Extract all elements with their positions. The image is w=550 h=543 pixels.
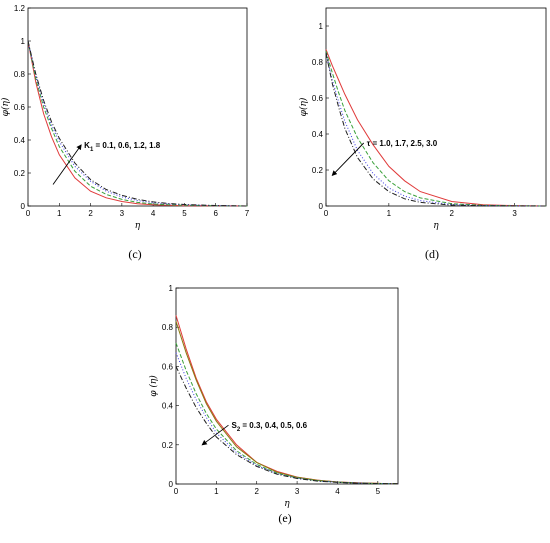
panel-caption: (c) bbox=[128, 247, 141, 261]
series-line-2 bbox=[27, 40, 248, 207]
x-tick-label: 2 bbox=[88, 209, 93, 218]
parameter-annotation: K1 = 0.1, 0.6, 1.2, 1.8 bbox=[84, 141, 161, 153]
annotation-values: = 1.0, 1.7, 2.5, 3.0 bbox=[370, 139, 437, 148]
annotation-subscript: 1 bbox=[90, 147, 94, 153]
parameter-annotation: τ = 1.0, 1.7, 2.5, 3.0 bbox=[367, 139, 438, 148]
annotation-subscript: 2 bbox=[237, 427, 241, 433]
x-tick-label: 0 bbox=[174, 487, 179, 496]
x-tick-label: 2 bbox=[449, 209, 454, 218]
y-tick-label: 0 bbox=[21, 202, 26, 211]
y-tick-label: 0.8 bbox=[312, 58, 324, 67]
x-tick-label: 3 bbox=[295, 487, 300, 496]
chart-panel-c: 0 1 2 3 4 5 6 700.20.40.60.811.2ηφ(η)K1 = 0.1, … bbox=[0, 4, 250, 261]
y-axis-label: φ(η) bbox=[0, 97, 11, 116]
x-tick-label: 4 bbox=[335, 487, 340, 496]
y-tick-label: 0.2 bbox=[162, 441, 174, 450]
x-tick-label: 0 bbox=[324, 209, 329, 218]
series-line-1 bbox=[27, 40, 248, 207]
chart-panel-d: 0 1 2 3 0 0.2 0.4 0.6 0.8 1 η φ(η) τ = 1.0, 1.7, 2.5… bbox=[298, 7, 547, 261]
annotation-symbol: S bbox=[231, 421, 237, 430]
y-tick-label: 1 bbox=[319, 22, 324, 31]
panel-caption: (d) bbox=[425, 247, 439, 261]
series-line-3 bbox=[325, 52, 547, 207]
y-tick-label: 1 bbox=[21, 37, 26, 46]
y-axis-label: φ (η) bbox=[148, 375, 159, 397]
annotation-values: = 0.3, 0.4, 0.5, 0.6 bbox=[240, 421, 307, 430]
x-tick-label: 0 bbox=[26, 209, 31, 218]
y-tick-label: 0.4 bbox=[312, 130, 324, 139]
annotation-symbol: τ bbox=[367, 139, 371, 148]
y-tick-label: 0.4 bbox=[162, 402, 174, 411]
series-line-2 bbox=[325, 51, 547, 207]
series-line-4 bbox=[325, 52, 546, 207]
x-tick-label: 1 bbox=[214, 487, 219, 496]
x-tick-label: 4 bbox=[151, 209, 156, 218]
y-tick-label: 0 bbox=[169, 480, 174, 489]
x-tick-label: 6 bbox=[213, 209, 218, 218]
y-tick-label: 1 bbox=[169, 284, 174, 293]
series-line-3 bbox=[27, 40, 248, 207]
plot-frame bbox=[27, 7, 248, 207]
series-line-4 bbox=[27, 40, 248, 207]
y-tick-label: 0.8 bbox=[14, 70, 26, 79]
y-tick-label: 0 bbox=[319, 202, 324, 211]
y-tick-label: 0.2 bbox=[312, 166, 324, 175]
x-tick-label: 3 bbox=[512, 209, 517, 218]
y-tick-label: 0.2 bbox=[14, 169, 26, 178]
series-line-4 bbox=[175, 352, 399, 485]
x-tick-label: 5 bbox=[376, 487, 381, 496]
series-line-1 bbox=[175, 315, 399, 485]
annotation-arrow bbox=[201, 424, 229, 446]
plot-frame bbox=[175, 287, 399, 485]
y-tick-label: 0.6 bbox=[312, 94, 324, 103]
plot-frame bbox=[325, 7, 547, 207]
y-tick-label: 0.6 bbox=[162, 362, 174, 371]
annotation-values: = 0.1, 0.6, 1.2, 1.8 bbox=[93, 141, 160, 150]
x-tick-label: 3 bbox=[120, 209, 125, 218]
y-tick-label: 0.4 bbox=[14, 136, 26, 145]
annotation-arrow bbox=[52, 144, 82, 185]
x-axis-label: η bbox=[284, 499, 290, 509]
series-line-2 bbox=[175, 321, 399, 485]
parameter-annotation: S2 = 0.3, 0.4, 0.5, 0.6 bbox=[231, 421, 307, 433]
x-axis-label: η bbox=[135, 221, 141, 231]
x-tick-label: 1 bbox=[387, 209, 392, 218]
x-tick-label: 2 bbox=[255, 487, 260, 496]
y-tick-label: 0.8 bbox=[162, 323, 174, 332]
x-axis-label: η bbox=[433, 221, 439, 231]
series-line-3 bbox=[175, 342, 399, 485]
y-tick-label: 0.6 bbox=[14, 103, 26, 112]
y-tick-label: 1.2 bbox=[14, 4, 26, 13]
x-tick-label: 7 bbox=[245, 209, 250, 218]
panel-caption: (e) bbox=[278, 511, 291, 525]
x-tick-label: 1 bbox=[57, 209, 62, 218]
y-axis-label: φ(η) bbox=[298, 97, 309, 116]
annotation-arrow bbox=[331, 142, 365, 177]
annotation-symbol: K bbox=[84, 141, 90, 150]
x-tick-label: 5 bbox=[182, 209, 187, 218]
series-line-5 bbox=[175, 366, 399, 485]
series-line-1 bbox=[325, 49, 547, 207]
